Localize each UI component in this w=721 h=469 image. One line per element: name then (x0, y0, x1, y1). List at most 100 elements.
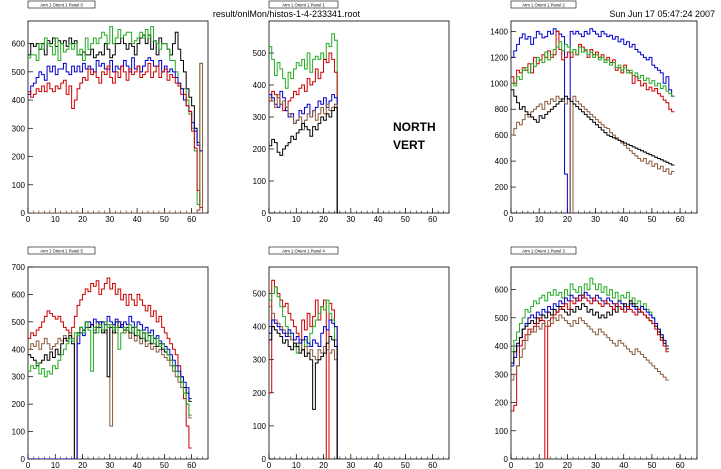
y-tick-label: 1000 (490, 79, 508, 88)
series-red (511, 30, 675, 113)
series-blue (511, 291, 669, 367)
x-tick-label: 30 (105, 461, 114, 469)
y-tick-label: 300 (253, 356, 267, 365)
series-red (269, 279, 340, 459)
y-tick-label: 500 (12, 68, 26, 77)
y-tick-label: 100 (253, 422, 267, 431)
y-tick-label: 600 (495, 131, 509, 140)
series-blue (269, 319, 340, 459)
y-tick-label: 300 (12, 373, 26, 382)
x-tick-label: 20 (319, 461, 328, 469)
series-green (28, 26, 203, 206)
y-tick-label: 400 (495, 157, 509, 166)
y-tick-label: 200 (495, 183, 509, 192)
series-green (269, 33, 340, 213)
y-tick-label: 400 (253, 323, 267, 332)
x-tick-label: 0 (509, 461, 514, 469)
panel-title-box (268, 0, 339, 9)
y-tick-label: 200 (253, 389, 267, 398)
x-tick-label: 20 (78, 461, 87, 469)
panel-3: Arm 1 Orient 1 Panel 50 10 20 30 40 50 6001002… (12, 246, 209, 469)
series-blue (28, 57, 203, 152)
x-tick-label: 10 (51, 461, 60, 469)
x-tick-label: 10 (292, 461, 301, 469)
x-tick-label: 50 (160, 215, 169, 224)
y-tick-label: 300 (253, 113, 267, 122)
x-tick-label: 10 (535, 461, 544, 469)
x-tick-label: 50 (647, 461, 656, 469)
x-tick-label: 40 (374, 215, 383, 224)
series-green (511, 41, 675, 97)
panel-0: Arm 1 Orient 1 Panel 00 10 20 30 40 50 6001002… (12, 0, 209, 224)
panel-title-box (510, 246, 577, 255)
series-black (269, 326, 340, 459)
file-title: result/onlMon/histos-1-4-233341.root (212, 9, 360, 19)
panel-4: Arm 1 Orient 1 Panel 4 0 10 20 30 40 50 60 0 100 2… (253, 246, 450, 469)
x-tick-label: 0 (26, 215, 31, 224)
x-tick-label: 0 (509, 215, 514, 224)
x-tick-label: 40 (619, 461, 628, 469)
series-black (511, 89, 675, 166)
y-tick-label: 400 (495, 342, 509, 351)
x-tick-label: 60 (428, 461, 437, 469)
y-tick-label: 0 (262, 209, 267, 218)
y-tick-label: 400 (253, 81, 267, 90)
x-tick-label: 50 (160, 461, 169, 469)
y-tick-label: 200 (253, 145, 267, 154)
y-tick-label: 200 (12, 153, 26, 162)
x-tick-label: 40 (133, 215, 142, 224)
y-tick-label: 400 (12, 345, 26, 354)
y-tick-label: 600 (12, 40, 26, 49)
series-red (269, 52, 340, 213)
y-tick-label: 800 (495, 105, 509, 114)
y-tick-label: 0 (21, 209, 26, 218)
x-tick-label: 20 (319, 215, 328, 224)
x-tick-label: 30 (591, 215, 600, 224)
x-tick-label: 40 (619, 215, 628, 224)
plot-frame (510, 266, 698, 460)
x-tick-label: 60 (187, 215, 196, 224)
y-tick-label: 0 (504, 209, 509, 218)
y-tick-label: 100 (495, 427, 509, 436)
x-tick-label: 50 (647, 215, 656, 224)
x-tick-label: 60 (676, 215, 685, 224)
y-tick-label: 700 (12, 263, 26, 272)
x-tick-label: 20 (563, 461, 572, 469)
y-tick-label: 100 (12, 428, 26, 437)
plot-frame (268, 20, 450, 214)
x-tick-label: 40 (133, 461, 142, 469)
y-tick-label: 500 (253, 49, 267, 58)
panel-title: Arm 1 Orient 1 Panel 5 (40, 249, 83, 254)
panel-title-box (27, 246, 96, 255)
panel-title: Arm 1 Orient 1 Panel 4 (282, 249, 325, 254)
x-tick-label: 10 (51, 215, 60, 224)
y-tick-label: 200 (495, 399, 509, 408)
panel-title-box (27, 0, 96, 9)
y-tick-label: 500 (253, 289, 267, 298)
panel-title: Arm 1 Orient 1 Panel 0 (40, 3, 83, 8)
series-brown (511, 314, 669, 381)
x-tick-label: 50 (401, 461, 410, 469)
series-brown (511, 95, 675, 213)
annotation-vert: VERT (393, 138, 426, 152)
x-tick-label: 30 (591, 461, 600, 469)
x-tick-label: 20 (563, 215, 572, 224)
panel-title-box (268, 246, 339, 255)
y-tick-label: 400 (12, 96, 26, 105)
x-tick-label: 30 (105, 215, 114, 224)
panel-title: Arm 1 Orient 1 Panel 1 (282, 3, 325, 8)
x-tick-label: 30 (346, 215, 355, 224)
x-tick-label: 20 (78, 215, 87, 224)
y-tick-label: 1200 (490, 53, 508, 62)
y-tick-label: 500 (495, 314, 509, 323)
y-tick-label: 300 (495, 370, 509, 379)
panel-2: Arm 1 Orient 1 Panel 20 10 20 30 40 50 6002004… (490, 0, 698, 224)
y-tick-label: 0 (21, 455, 26, 464)
panel-title: Arm 1 Orient 1 Panel 2 (522, 3, 565, 8)
plot-frame (510, 20, 698, 214)
series-blue (511, 28, 675, 213)
panel-1: Arm 1 Orient 1 Panel 1 0 10 20 30 40 50 60 0 100 2… (253, 0, 450, 224)
x-tick-label: 10 (292, 215, 301, 224)
y-tick-label: 0 (504, 455, 509, 464)
